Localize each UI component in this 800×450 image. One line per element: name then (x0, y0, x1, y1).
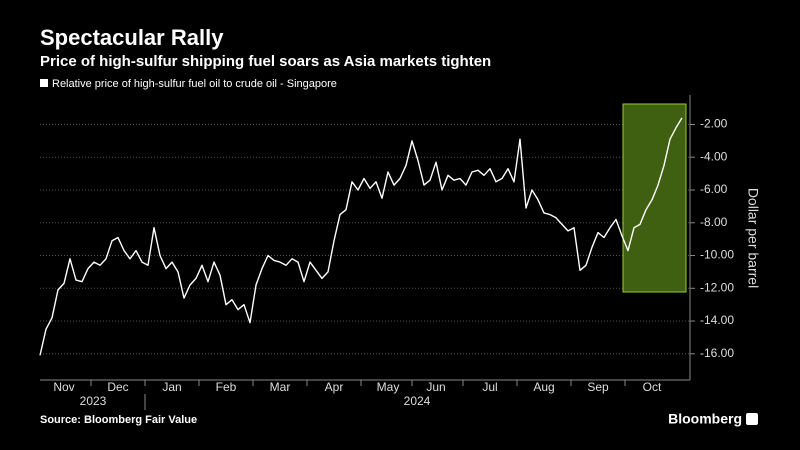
legend-label: Relative price of high-sulfur fuel oil t… (52, 78, 337, 90)
x-tick-label: May (377, 380, 400, 394)
y-tick-label: -16.00 (700, 346, 734, 360)
chart-title: Spectacular Rally (40, 25, 224, 50)
highlight-box (622, 103, 687, 293)
x-tick-label: Apr (325, 380, 344, 394)
x-tick-label: Mar (270, 380, 291, 394)
x-tick-label: Jan (162, 380, 181, 394)
source: Source: Bloomberg Fair Value (40, 414, 197, 426)
x-tick-label: Aug (533, 380, 554, 394)
x-tick-label: Jun (426, 380, 445, 394)
y-tick-label: -14.00 (700, 313, 734, 327)
y-tick-label: -4.00 (700, 149, 728, 163)
x-tick-label: Oct (643, 380, 662, 394)
y-tick-label: -10.00 (700, 248, 734, 262)
y-tick-label: -2.00 (700, 117, 728, 131)
brand: Bloomberg (668, 411, 742, 427)
line (39, 117, 683, 356)
y-tick-label: -6.00 (700, 182, 728, 196)
x-tick-label: Dec (107, 380, 128, 394)
brand-icon (746, 413, 758, 425)
x-tick-label: Feb (216, 380, 237, 394)
y-tick-label: -12.00 (700, 280, 734, 294)
chart-subtitle: Price of high-sulfur shipping fuel soars… (40, 53, 491, 70)
x-tick-label: Sep (587, 380, 609, 394)
y-tick-label: -8.00 (700, 215, 728, 229)
x-tick-label: Nov (53, 380, 74, 394)
x-tick-label: Jul (482, 380, 497, 394)
y-axis-label: Dollar per barrel (745, 188, 761, 288)
x-group-label: 2023 (80, 394, 107, 408)
legend-swatch (40, 79, 48, 87)
x-group-label: 2024 (404, 394, 431, 408)
